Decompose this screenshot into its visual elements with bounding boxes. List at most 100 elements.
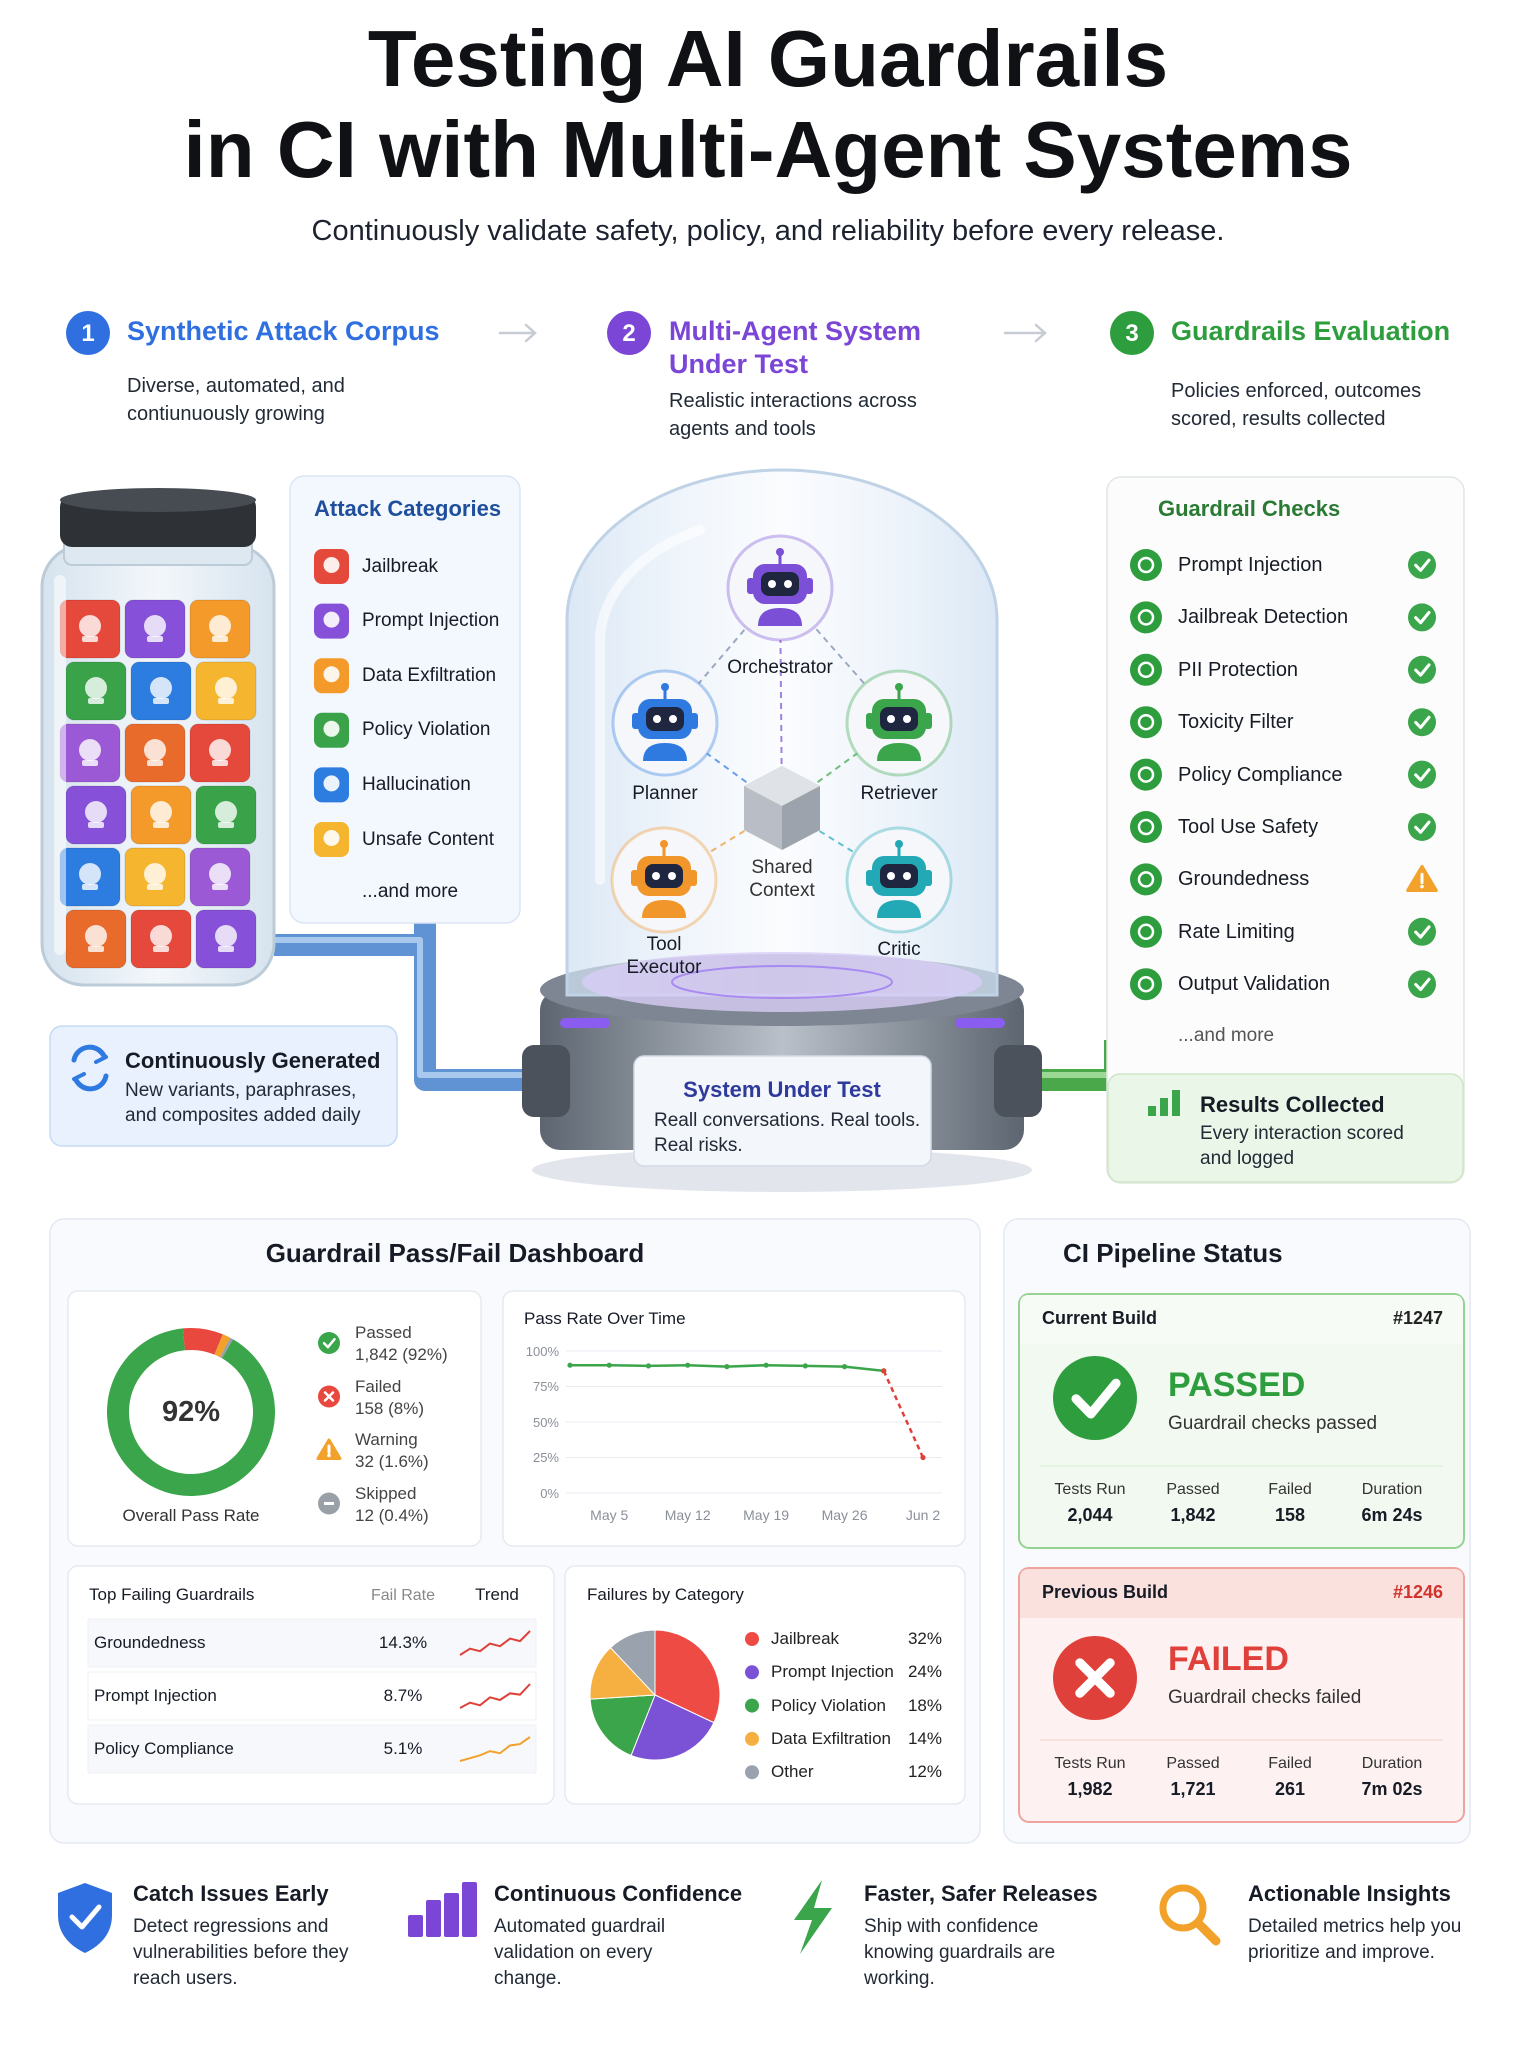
attack-cube-glyph bbox=[144, 739, 166, 761]
attack-cube-glyph bbox=[215, 677, 237, 699]
robot-face bbox=[880, 864, 918, 888]
step-title: Multi-Agent System Under Test bbox=[669, 315, 922, 379]
category-label: Hallucination bbox=[362, 773, 471, 795]
attack-cube-glyph bbox=[147, 884, 163, 890]
build-card-header bbox=[1020, 1569, 1463, 1618]
attack-cube-glyph bbox=[85, 925, 107, 947]
status-pass-mark bbox=[1414, 663, 1431, 677]
check-label: Rate Limiting bbox=[1178, 920, 1295, 943]
category-glyph bbox=[323, 775, 340, 792]
series-point bbox=[802, 1363, 808, 1369]
status-pass bbox=[1408, 760, 1436, 789]
robot-body bbox=[877, 743, 921, 761]
jar-lid-top bbox=[60, 488, 256, 512]
robot-body bbox=[877, 900, 921, 918]
refresh-icon-head bbox=[72, 1048, 108, 1088]
attack-cube-glyph bbox=[82, 884, 98, 890]
legend-dot bbox=[745, 1632, 759, 1646]
legend-dot bbox=[745, 1698, 759, 1713]
build-message: Guardrail checks failed bbox=[1168, 1686, 1362, 1708]
chart-title: Pass Rate Over Time bbox=[524, 1309, 686, 1328]
step-number: 3 bbox=[1125, 319, 1139, 347]
step-badge bbox=[607, 311, 651, 355]
check-label: Tool Use Safety bbox=[1178, 816, 1319, 838]
y-tick-label: 0% bbox=[540, 1485, 559, 1501]
robot-face bbox=[646, 707, 684, 731]
x-tick-label: May 5 bbox=[590, 1507, 629, 1523]
legend-value: 14% bbox=[907, 1728, 942, 1748]
row-fail-rate: 5.1% bbox=[383, 1739, 423, 1758]
attack-cube-glyph bbox=[153, 822, 169, 828]
row-fail-rate: 8.7% bbox=[383, 1686, 423, 1705]
stat-label: Tests Run bbox=[1054, 1480, 1126, 1498]
robot-antenna-tip bbox=[895, 683, 903, 691]
sut-box bbox=[633, 1055, 932, 1167]
check-label: Policy Compliance bbox=[1178, 763, 1343, 786]
x-tick-label: Jun 2 bbox=[905, 1507, 941, 1523]
attack-cube-glyph bbox=[209, 863, 231, 885]
sparkline bbox=[459, 1736, 531, 1762]
status-pass bbox=[1408, 970, 1436, 999]
y-tick-label: 25% bbox=[532, 1450, 559, 1465]
step-title: Synthetic Attack Corpus bbox=[127, 315, 440, 346]
legend-label: Policy Violation bbox=[771, 1695, 886, 1715]
series-point bbox=[841, 1364, 848, 1370]
ci-title: CI Pipeline Status bbox=[1063, 1238, 1283, 1268]
benefit-text: Detect regressions and vulnerabilities b… bbox=[133, 1916, 349, 1989]
sut-title: System Under Test bbox=[683, 1076, 881, 1102]
legend-label: Other bbox=[771, 1762, 814, 1782]
step-badge bbox=[66, 311, 110, 355]
check-icon bbox=[1130, 968, 1162, 1001]
legend-label: Failed bbox=[355, 1376, 402, 1396]
title-line: in CI with Multi-Agent Systems bbox=[183, 105, 1353, 194]
status-pass-mark bbox=[1414, 820, 1431, 834]
check-icon-glyph bbox=[1137, 923, 1155, 941]
agent-label: Retriever bbox=[860, 782, 938, 804]
category-glyph bbox=[323, 557, 340, 573]
donut-slice bbox=[182, 1328, 223, 1355]
legend-label: Data Exfiltration bbox=[771, 1728, 891, 1748]
box-title: Continuously Generated bbox=[125, 1047, 381, 1073]
results-icon-bar bbox=[1148, 1106, 1156, 1116]
row-name: Groundedness bbox=[94, 1633, 206, 1652]
robot-antenna-tip bbox=[661, 683, 669, 691]
attack-cube-glyph bbox=[150, 677, 172, 699]
benefit-icon-lens bbox=[1159, 1884, 1207, 1932]
legend-dot bbox=[745, 1765, 759, 1780]
sut-text: Reall conversations. Real tools. Real ri… bbox=[654, 1109, 921, 1156]
stat-value: 6m 24s bbox=[1361, 1504, 1423, 1525]
dome-floor-ring bbox=[671, 965, 893, 999]
table-row bbox=[87, 1724, 537, 1774]
benefit-title: Continuous Confidence bbox=[494, 1880, 743, 1906]
build-label: Previous Build bbox=[1042, 1581, 1169, 1602]
attack-cube-glyph bbox=[147, 636, 163, 642]
legend-label: Passed bbox=[355, 1323, 412, 1342]
x-tick-label: May 12 bbox=[664, 1507, 711, 1523]
robot-antenna-tip bbox=[776, 548, 784, 556]
pipe-blue-highlight bbox=[274, 937, 560, 1078]
donut-caption: Overall Pass Rate bbox=[122, 1506, 260, 1525]
table-row bbox=[87, 1618, 537, 1668]
benefit-text: Ship with confidence knowing guardrails … bbox=[864, 1916, 1056, 1989]
robot-eye bbox=[653, 715, 661, 723]
pie-slice bbox=[589, 1694, 656, 1757]
series-point bbox=[606, 1362, 612, 1368]
results-box bbox=[1107, 1073, 1464, 1183]
pipe-blue bbox=[274, 923, 560, 1091]
check-label: Groundedness bbox=[1178, 868, 1310, 891]
agent-label: Critic bbox=[877, 938, 921, 960]
base-glow bbox=[560, 1018, 610, 1028]
status-pass bbox=[1408, 917, 1436, 946]
category-glyph bbox=[323, 830, 340, 846]
status-pass-mark bbox=[1414, 925, 1431, 939]
benefit-title: Actionable Insights bbox=[1248, 1880, 1451, 1906]
attack-cube-glyph bbox=[150, 801, 172, 823]
step-description: Diverse, automated, and contiunuously gr… bbox=[127, 375, 345, 425]
build-status-icon bbox=[1053, 1356, 1137, 1440]
stat-value: 2,044 bbox=[1067, 1504, 1113, 1525]
benefit-icon-bar bbox=[426, 1900, 441, 1937]
attack-cube-glyph bbox=[144, 615, 166, 637]
results-icon-bar bbox=[1172, 1090, 1180, 1116]
attack-cube-glyph bbox=[147, 760, 163, 766]
